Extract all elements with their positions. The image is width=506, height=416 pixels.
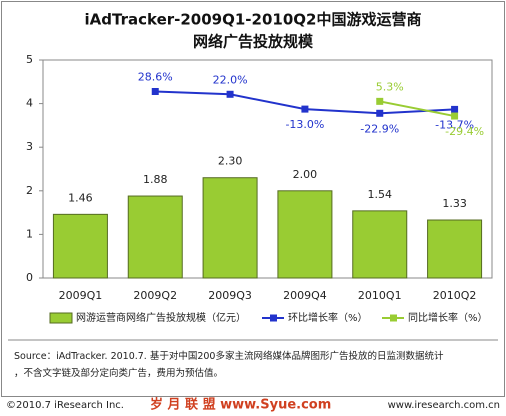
data-label: 1.88 (143, 173, 168, 186)
plot-border (42, 59, 493, 279)
legend-swatch (49, 312, 73, 324)
bar (202, 177, 258, 279)
bar (427, 219, 483, 279)
data-label: -13.0% (285, 118, 324, 131)
y-tick-label: 3 (26, 140, 33, 153)
data-label: 5.3% (376, 80, 404, 93)
x-tick-label: 2009Q4 (283, 289, 327, 302)
legend-label: 同比增长率（%） (408, 311, 488, 324)
legend-swatch (270, 314, 277, 322)
point (376, 109, 384, 117)
x-tick-label: 2009Q2 (133, 289, 177, 302)
copyright: ©2010.7 iResearch Inc. (6, 400, 124, 411)
legend-swatch (390, 314, 397, 322)
legend-label: 网游运营商网络广告投放规模（亿元） (76, 311, 246, 324)
bar (127, 195, 183, 279)
y-tick-label: 4 (26, 97, 33, 110)
data-label: 2.30 (218, 155, 243, 168)
point (451, 105, 459, 113)
x-tick-label: 2010Q2 (433, 289, 477, 302)
source-text: Source：iAdTracker. 2010.7. 基于对中国200多家主流网… (14, 350, 444, 362)
chart-title: iAdTracker-2009Q1-2010Q2中国游戏运营商 (85, 11, 422, 29)
point (451, 112, 459, 120)
y-tick-label: 2 (26, 184, 33, 197)
website: www.iresearch.com.cn (388, 400, 500, 411)
y-tick-label: 5 (26, 53, 33, 66)
source-note: Source：iAdTracker. 2010.7. 基于对中国200多家主流网… (14, 350, 444, 379)
x-tick-label: 2009Q1 (59, 289, 103, 302)
bar (277, 190, 333, 279)
y-tick-label: 0 (26, 271, 33, 284)
bar (52, 213, 108, 279)
data-label: 1.54 (368, 188, 393, 201)
data-label: 1.46 (68, 191, 93, 204)
data-label: 28.6% (138, 70, 173, 83)
data-label: 1.33 (442, 197, 467, 210)
point (301, 105, 309, 113)
data-label: -13.7% (435, 118, 474, 131)
point (151, 87, 159, 95)
y-tick-label: 1 (26, 227, 33, 240)
line (379, 100, 455, 118)
watermark: 岁 月 联 盟 www.Syue.com (150, 397, 331, 413)
legend-label: 环比增长率（%） (288, 311, 368, 324)
bar (352, 210, 408, 279)
source-text-cont: ，不含文字链及部分定向类广告，费用为预估值。 (14, 367, 223, 379)
x-tick-label: 2010Q1 (358, 289, 402, 302)
data-label: -29.4% (445, 125, 484, 138)
data-label: 22.0% (213, 73, 248, 86)
data-label: -22.9% (360, 122, 399, 135)
chart-subtitle: 网络广告投放规模 (193, 33, 314, 51)
x-tick-label: 2009Q3 (208, 289, 252, 302)
point (226, 90, 234, 98)
point (376, 97, 384, 105)
data-label: 2.00 (293, 168, 318, 181)
